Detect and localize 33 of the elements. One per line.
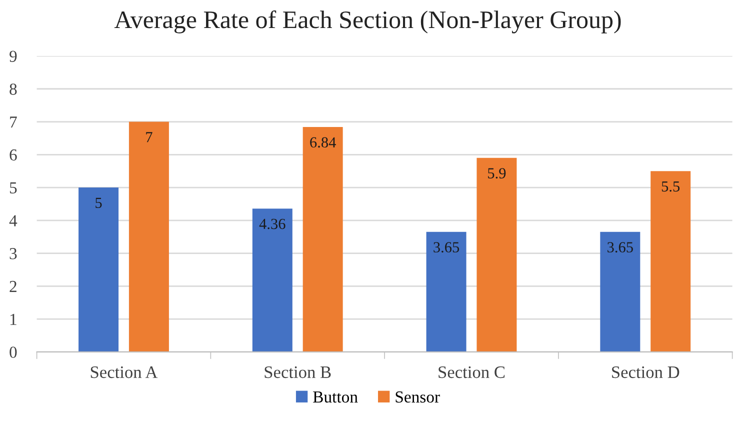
x-tick-label: Section D — [612, 366, 680, 378]
bar — [650, 171, 691, 352]
y-tick-label: 0 — [10, 346, 17, 358]
data-label: 3.65 — [608, 242, 633, 252]
data-label: 3.65 — [434, 242, 460, 252]
y-tick-label: 8 — [10, 84, 17, 95]
bar — [476, 158, 517, 352]
x-tick-label: Section C — [438, 366, 505, 378]
x-tick-label: Section B — [264, 366, 331, 378]
data-label: 4.36 — [259, 218, 286, 230]
y-tick-label: 5 — [10, 182, 17, 194]
chart-title: Average Rate of Each Section (Non-Player Group) — [114, 10, 621, 34]
bar — [426, 232, 466, 352]
x-tick-label: Section A — [90, 366, 158, 378]
y-tick-label: 1 — [10, 314, 16, 325]
data-label: 5 — [96, 198, 102, 208]
bar — [128, 122, 169, 352]
legend-label: Sensor — [396, 391, 440, 403]
data-label: 6.84 — [310, 137, 336, 148]
legend-label: Button — [313, 392, 358, 403]
y-tick-label: 4 — [9, 215, 18, 226]
y-tick-label: 3 — [10, 248, 17, 260]
bar — [252, 208, 292, 352]
bar — [600, 232, 640, 352]
data-label: 5.9 — [488, 168, 506, 179]
data-label: 5.5 — [662, 181, 680, 192]
y-tick-label: 6 — [10, 149, 17, 161]
bar — [302, 127, 343, 352]
y-tick-label: 9 — [10, 50, 17, 62]
y-tick-label: 7 — [10, 116, 17, 128]
y-tick-label: 2 — [10, 280, 16, 292]
data-label: 7 — [146, 132, 152, 142]
bar — [78, 188, 119, 352]
